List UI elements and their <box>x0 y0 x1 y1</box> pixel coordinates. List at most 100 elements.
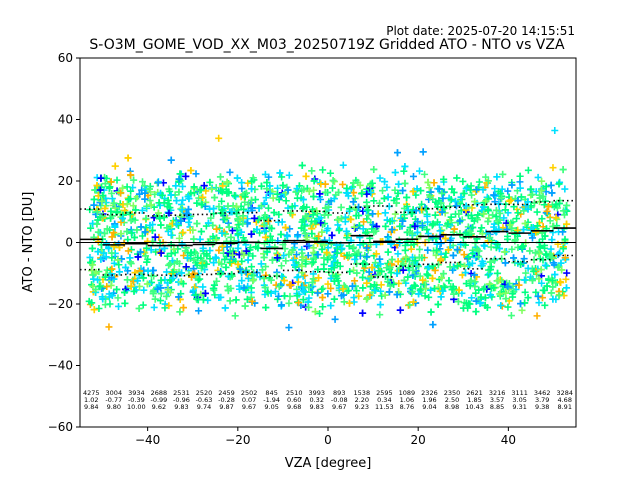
data-point <box>262 263 270 271</box>
data-point <box>448 286 456 294</box>
data-point <box>301 229 309 237</box>
data-point <box>560 207 568 215</box>
data-point <box>173 197 181 205</box>
data-point <box>359 309 367 317</box>
data-point <box>93 182 101 190</box>
data-point <box>215 294 223 302</box>
bin-count-label: 3934 <box>128 389 145 397</box>
data-point <box>157 276 165 284</box>
data-point <box>396 306 404 314</box>
data-point <box>497 194 505 202</box>
data-point <box>521 288 529 296</box>
data-point <box>460 189 468 197</box>
data-point <box>282 257 290 265</box>
data-point <box>413 185 421 193</box>
data-point <box>363 279 371 287</box>
data-point <box>215 246 223 254</box>
bin-mean-label: -0.96 <box>173 396 190 404</box>
data-point <box>236 285 244 293</box>
data-point <box>280 251 288 259</box>
data-point <box>453 246 461 254</box>
data-point <box>175 234 183 242</box>
data-point <box>551 271 559 279</box>
data-point <box>99 192 107 200</box>
data-point <box>96 186 104 194</box>
data-point <box>224 188 232 196</box>
data-point <box>143 244 151 252</box>
data-point <box>415 253 423 261</box>
data-point <box>279 273 287 281</box>
data-point <box>456 230 464 238</box>
data-point <box>517 260 525 268</box>
data-point <box>416 167 424 175</box>
data-point <box>549 283 557 291</box>
data-point <box>327 284 335 292</box>
bin-count-label: 3462 <box>534 389 551 397</box>
bin-std-label: 9.05 <box>264 403 278 411</box>
data-point <box>459 234 467 242</box>
data-point <box>472 297 480 305</box>
data-point <box>244 282 252 290</box>
data-point <box>244 201 252 209</box>
data-point <box>363 244 371 252</box>
bin-mean-label: 1.96 <box>422 396 436 404</box>
bin-mean-label: 0.60 <box>287 396 301 404</box>
data-point <box>199 257 207 265</box>
data-point <box>475 253 483 261</box>
data-point <box>486 291 494 299</box>
data-point <box>328 231 336 239</box>
data-point <box>424 218 432 226</box>
data-point <box>209 221 217 229</box>
data-point <box>450 290 458 298</box>
data-point <box>303 233 311 241</box>
data-point <box>221 215 229 223</box>
data-point <box>121 206 129 214</box>
data-point <box>293 292 301 300</box>
data-point <box>517 193 525 201</box>
data-point <box>127 282 135 290</box>
data-point <box>384 278 392 286</box>
data-point <box>266 232 274 240</box>
data-point <box>409 172 417 180</box>
data-point <box>335 188 343 196</box>
data-point <box>516 172 524 180</box>
data-point <box>392 199 400 207</box>
data-point <box>393 269 401 277</box>
data-point <box>381 209 389 217</box>
data-point <box>111 204 119 212</box>
data-point <box>323 249 331 257</box>
data-point <box>125 195 133 203</box>
data-point <box>268 224 276 232</box>
data-point <box>498 185 506 193</box>
data-point <box>106 266 114 274</box>
data-point <box>178 230 186 238</box>
data-point <box>97 174 105 182</box>
data-point <box>93 208 101 216</box>
bin-std-label: 9.62 <box>152 403 166 411</box>
data-point <box>543 207 551 215</box>
data-point <box>310 186 318 194</box>
bin-mean-label: 2.20 <box>355 396 369 404</box>
data-point <box>479 260 487 268</box>
data-point <box>555 180 563 188</box>
data-point <box>316 179 324 187</box>
data-point <box>275 292 283 300</box>
data-point <box>504 235 512 243</box>
data-point <box>468 250 476 258</box>
data-point <box>190 235 198 243</box>
data-point <box>454 298 462 306</box>
data-point <box>465 300 473 308</box>
data-point <box>471 239 479 247</box>
data-point <box>462 280 470 288</box>
data-point <box>311 308 319 316</box>
bin-mean-label: -0.99 <box>150 396 167 404</box>
data-point <box>143 202 151 210</box>
data-point <box>547 245 555 253</box>
data-point <box>549 228 557 236</box>
data-point <box>190 183 198 191</box>
data-point <box>381 291 389 299</box>
data-point <box>228 227 236 235</box>
data-point <box>491 185 499 193</box>
data-point <box>124 236 132 244</box>
chart-title: S-O3M_GOME_VOD_XX_M03_20250719Z Gridded … <box>89 37 565 53</box>
